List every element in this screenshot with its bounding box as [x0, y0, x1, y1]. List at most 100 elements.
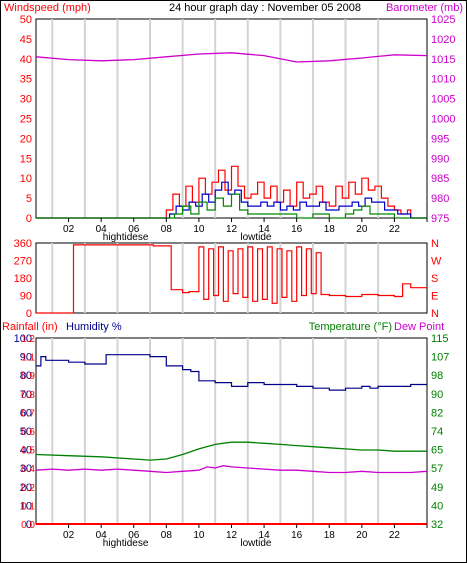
humidity-tick-label: 60: [20, 407, 32, 419]
temperature-tick-label: 115: [431, 333, 449, 345]
x-tick-label: 06: [128, 530, 140, 541]
x-tick-label: 08: [161, 224, 173, 235]
barometer-tick-label: 1015: [431, 54, 455, 66]
rain-tick-label: 1.1: [21, 353, 35, 364]
humidity-tick-label: 20: [20, 482, 32, 494]
x-tick-label: 22: [389, 224, 401, 235]
wind-tick-label: 50: [20, 14, 32, 26]
x-tick-label: 20: [356, 530, 368, 541]
wind-tick-label: 20: [20, 133, 32, 145]
temperature-tick-label: 40: [431, 500, 443, 512]
x-tick-label: 04: [96, 224, 108, 235]
temperature-tick-label: 32: [431, 519, 443, 531]
wind-tick-label: 30: [20, 94, 32, 106]
x-tick-label: 02: [63, 530, 75, 541]
low-tide-label: lowtide: [240, 538, 272, 549]
barometer-line: [35, 52, 428, 63]
x-tick-label: 02: [63, 224, 75, 235]
rain-tick-label: 0.7: [21, 408, 35, 419]
temperature-axis-label: Temperature (°F): [309, 321, 392, 333]
rainfall-axis-label: Rainfall (in): [2, 321, 58, 333]
temperature-tick-label: 57: [431, 463, 443, 475]
humidity-tick-label: 70: [20, 389, 32, 401]
x-tick-label: 14: [259, 530, 271, 541]
humidity-tick-label: 80: [20, 370, 32, 382]
barometer-tick-label: 1010: [431, 74, 455, 86]
x-tick-label: 04: [96, 530, 108, 541]
temperature-tick-label: 65: [431, 445, 443, 457]
wind-tick-label: 25: [20, 114, 32, 126]
barometer-tick-label: 980: [431, 193, 449, 205]
rain-tick-label: 0.4: [21, 464, 35, 475]
wind-tick-label: 15: [20, 153, 32, 165]
humidity-tick-label: 100: [14, 333, 32, 345]
rain-tick-label: 0.5: [21, 446, 35, 457]
temperature-line: [35, 441, 427, 461]
barometer-tick-label: 1000: [431, 114, 455, 126]
x-tick-label: 16: [291, 530, 303, 541]
wind-tick-label: 5: [26, 193, 32, 205]
x-tick-label: 18: [324, 224, 336, 235]
rain-tick-label: 0.2: [21, 483, 35, 494]
compass-tick-label: E: [431, 291, 438, 303]
compass-tick-label: S: [431, 273, 438, 285]
x-tick-label: 12: [226, 530, 238, 541]
temperature-tick-label: 82: [431, 407, 443, 419]
dewpoint-axis-label: Dew Point: [394, 321, 444, 333]
barometer-tick-label: 1005: [431, 94, 455, 106]
barometer-tick-label: 985: [431, 173, 449, 185]
rain-tick-label: 0.0: [21, 520, 35, 531]
humidity-tick-label: 40: [20, 445, 32, 457]
barometer-axis-label: Barometer (mb): [386, 2, 463, 14]
direction-tick-label: 360: [14, 238, 32, 250]
humidity-tick-label: 30: [20, 463, 32, 475]
plot-area-2: [35, 242, 428, 314]
x-tick-label: 10: [193, 530, 205, 541]
humidity-tick-label: 50: [20, 426, 32, 438]
barometer-tick-label: 990: [431, 153, 449, 165]
plot-area-3: [35, 337, 428, 525]
windspeed-axis-label: Windspeed (mph): [4, 2, 91, 14]
rain-tick-label: 0.8: [21, 390, 35, 401]
direction-line: [36, 244, 427, 314]
dewpoint-line: [35, 465, 428, 474]
wind-tick-label: 35: [20, 74, 32, 86]
wind-tick-label: 10: [20, 173, 32, 185]
temperature-tick-label: 74: [431, 426, 443, 438]
compass-tick-label: N: [431, 308, 439, 320]
x-tick-label: 20: [356, 224, 368, 235]
low-tide-label: lowtide: [240, 232, 272, 243]
temperature-tick-label: 49: [431, 482, 443, 494]
wind-tick-label: 0: [26, 213, 32, 225]
wind-tick-label: 40: [20, 54, 32, 66]
x-tick-label: 14: [259, 224, 271, 235]
graph-title: 24 hour graph day : November 05 2008: [169, 2, 361, 14]
high-tide-label: hightidese: [103, 232, 149, 243]
direction-tick-label: 180: [14, 273, 32, 285]
rain-tick-label: 0.6: [21, 427, 35, 438]
compass-tick-label: N: [431, 238, 439, 250]
temperature-tick-label: 90: [431, 389, 443, 401]
gust_green-line: [36, 193, 427, 219]
direction-tick-label: 270: [14, 256, 32, 268]
barometer-tick-label: 1020: [431, 34, 455, 46]
barometer-tick-label: 1025: [431, 14, 455, 26]
rain-tick-label: 0.9: [21, 371, 35, 382]
wind-tick-label: 45: [20, 34, 32, 46]
wind-line: [36, 165, 427, 219]
rain-tick-label: 1.2: [21, 334, 35, 345]
x-tick-label: 10: [193, 224, 205, 235]
humidity-tick-label: 0: [26, 519, 32, 531]
x-tick-label: 18: [324, 530, 336, 541]
temperature-tick-label: 107: [431, 352, 449, 364]
rain-tick-label: 0.1: [21, 501, 35, 512]
temperature-tick-label: 98: [431, 370, 443, 382]
humidity-tick-label: 90: [20, 352, 32, 364]
humidity-axis-label: Humidity %: [66, 321, 122, 333]
compass-tick-label: W: [431, 256, 442, 268]
barometer-tick-label: 995: [431, 133, 449, 145]
barometer-tick-label: 975: [431, 213, 449, 225]
gust_blue-line: [36, 181, 427, 219]
x-tick-label: 16: [291, 224, 303, 235]
